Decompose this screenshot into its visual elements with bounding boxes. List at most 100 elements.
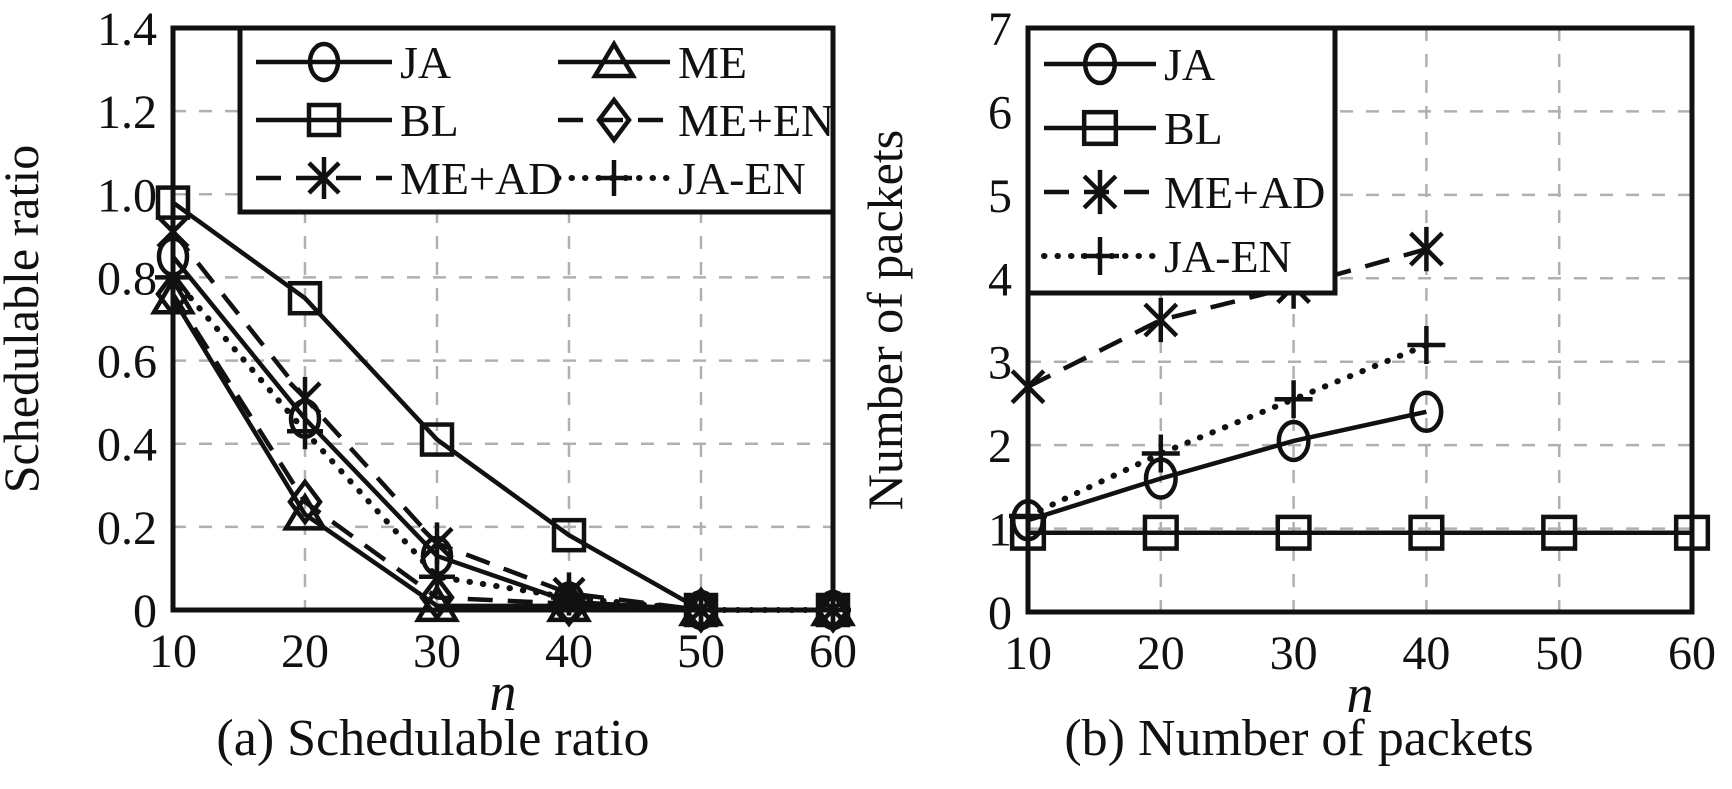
y-tick-label: 7 — [988, 3, 1012, 56]
chart-b-caption: (b) Number of packets — [1064, 710, 1534, 767]
y-tick-label: 0 — [133, 585, 157, 638]
marker-ME+AD-n20 — [1143, 297, 1179, 343]
x-tick-label: 10 — [149, 625, 197, 678]
series-line-ME+EN — [171, 292, 833, 613]
marker-JA-EN-n20 — [1141, 434, 1180, 473]
x-axis-label: n — [1347, 664, 1374, 724]
y-tick-label: 2 — [988, 420, 1012, 473]
marker-ME+AD-n20 — [288, 376, 322, 419]
series-line-ME — [171, 297, 833, 613]
marker-JA-n40 — [1409, 390, 1444, 434]
legend-marker-JA — [1082, 42, 1118, 86]
x-tick-label: 40 — [1402, 627, 1450, 680]
y-axis-label: Number of packets — [866, 130, 913, 510]
legend-marker-ME+AD — [1082, 169, 1118, 215]
x-tick-label: 10 — [1004, 627, 1052, 680]
marker-BL-n60 — [1673, 514, 1711, 551]
legend-marker-BL — [306, 102, 342, 138]
x-tick-label: 60 — [1668, 627, 1716, 680]
legend-marker-JA — [307, 41, 341, 83]
series-line-ME+AD — [1026, 246, 1428, 389]
marker-BL-n30 — [1275, 514, 1312, 551]
marker-JA-EN-n40 — [1407, 326, 1446, 365]
marker-BL-n30 — [419, 422, 455, 457]
x-tick-label: 30 — [413, 625, 461, 678]
x-tick-label: 40 — [545, 625, 593, 678]
x-axis-label: n — [490, 662, 517, 722]
y-tick-label: 1.0 — [97, 169, 157, 222]
marker-JA-EN-n30 — [1274, 380, 1313, 419]
y-tick-label: 3 — [988, 337, 1012, 390]
y-tick-label: 0.8 — [97, 252, 157, 305]
y-tick-label: 5 — [988, 170, 1012, 223]
y-tick-label: 1 — [988, 504, 1012, 557]
marker-JA-EN-n20 — [287, 413, 323, 450]
chart-a-svg: 10 20 30 40 50 60 0 0.2 0.4 0.6 0.8 1.0 1.2 1.4 JA BL ME… — [0, 3, 857, 722]
plot-frame — [1025, 25, 1695, 615]
y-tick-label: 1.4 — [97, 3, 157, 56]
legend-box — [1025, 25, 1338, 296]
marker-JA-EN-n60 — [815, 592, 851, 628]
marker-ME+AD-n10 — [156, 210, 190, 253]
y-tick-label: 0.2 — [97, 502, 157, 555]
marker-ME-n40 — [546, 583, 592, 623]
legend-label-ME: ME — [678, 37, 747, 88]
marker-ME+AD-n30 — [420, 522, 454, 565]
series-line-ME+AD — [171, 230, 833, 613]
marker-BL-n20 — [1142, 514, 1179, 551]
legend-label-BL: BL — [400, 95, 459, 146]
marker-JA-EN-n40 — [551, 579, 587, 616]
legend-label-ME+AD: ME+AD — [1164, 167, 1325, 218]
marker-ME+AD-n40 — [1408, 226, 1444, 272]
legend-label-JA-EN: JA-EN — [1164, 231, 1292, 282]
x-tick-label: 20 — [281, 625, 329, 678]
y-axis-label: Schedulable ratio — [0, 145, 49, 494]
y-tick-label: 0.6 — [97, 336, 157, 389]
series-line-BL — [171, 200, 833, 613]
y-tick-label: 4 — [988, 253, 1012, 306]
legend-marker-JA-EN — [596, 160, 632, 196]
marker-JA-EN-n30 — [419, 558, 455, 595]
legend-marker-ME — [591, 39, 637, 79]
chart-a-caption: (a) Schedulable ratio — [216, 710, 650, 767]
marker-BL-n40 — [551, 517, 587, 553]
legend-marker-ME+AD — [307, 157, 341, 199]
y-tick-label: 0.4 — [97, 419, 157, 472]
legend-marker-ME+EN — [596, 96, 632, 144]
y-tick-label: 6 — [988, 86, 1012, 139]
series-line-JA — [1027, 409, 1427, 523]
marker-JA-EN-n50 — [683, 592, 719, 628]
chart-b-svg: 10 20 30 40 50 60 0 1 2 3 4 5 6 7 JA BL ME+AD JA-EN Number… — [866, 3, 1716, 724]
legend-marker-JA-EN — [1081, 237, 1119, 275]
x-tick-label: 50 — [677, 625, 725, 678]
series-line-JA-EN — [170, 274, 836, 613]
marker-JA-n30 — [1276, 419, 1311, 463]
marker-BL-n40 — [1408, 514, 1445, 551]
x-tick-label: 30 — [1270, 627, 1318, 680]
legend-marker-BL — [1081, 109, 1119, 147]
legend-label-ME+AD: ME+AD — [400, 153, 561, 204]
series-line-JA — [171, 255, 833, 613]
y-tick-label: 0 — [988, 587, 1012, 640]
marker-ME+AD-n10 — [1010, 364, 1046, 409]
legend-label-BL: BL — [1164, 103, 1223, 154]
marker-ME+EN-n50 — [683, 586, 719, 634]
legend-label-JA: JA — [1164, 39, 1215, 90]
marker-ME+EN-n10 — [155, 270, 191, 318]
x-tick-label: 60 — [809, 625, 857, 678]
legend-label-JA: JA — [400, 37, 451, 88]
x-tick-label: 50 — [1535, 627, 1583, 680]
series-line-JA-EN — [1025, 342, 1430, 520]
marker-ME+EN-n30 — [419, 573, 455, 622]
x-tick-label: 20 — [1137, 627, 1185, 680]
marker-BL-n20 — [287, 280, 323, 316]
marker-ME+EN-n20 — [287, 478, 323, 526]
legend-label-JA-EN: JA-EN — [678, 153, 806, 204]
marker-BL-n50 — [1541, 514, 1578, 551]
legend-label-ME+EN: ME+EN — [678, 95, 834, 146]
marker-ME+EN-n60 — [815, 586, 851, 634]
marker-JA-EN-n10 — [1009, 497, 1047, 536]
marker-JA-EN-n10 — [155, 259, 191, 296]
y-tick-label: 1.2 — [97, 86, 157, 139]
